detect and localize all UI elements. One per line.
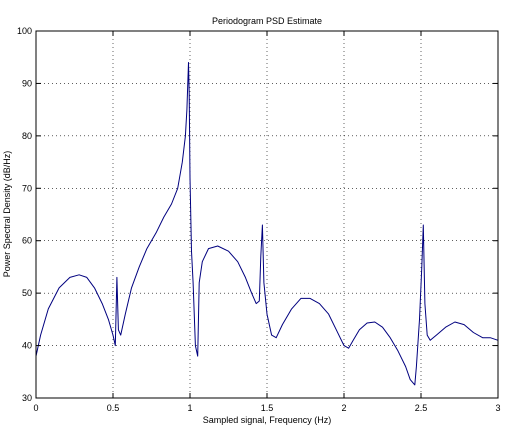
x-tick-label: 1.5	[261, 403, 274, 413]
y-tick-label: 70	[22, 183, 32, 193]
data-layer	[35, 62, 499, 386]
y-tick-label: 50	[22, 288, 32, 298]
x-tick-label: 1	[187, 403, 192, 413]
ticks: 0 0.5 1 1.5 2 2.5 3 30 40 50 60 70 80 90 100	[17, 26, 501, 413]
chart-title: Periodogram PSD Estimate	[212, 16, 322, 26]
y-tick-label: 100	[17, 26, 32, 36]
y-tick-label: 60	[22, 236, 32, 246]
x-tick-label: 2	[341, 403, 346, 413]
y-tick-label: 80	[22, 131, 32, 141]
x-tick-label: 2.5	[415, 403, 428, 413]
y-axis-title: Power Spectral Density (dB/Hz)	[2, 151, 12, 278]
x-tick-label: 0.5	[107, 403, 120, 413]
x-axis-title: Sampled signal, Frequency (Hz)	[203, 415, 332, 425]
psd-series-line	[35, 62, 499, 386]
x-tick-label: 0	[33, 403, 38, 413]
y-tick-label: 40	[22, 341, 32, 351]
y-tick-label: 90	[22, 78, 32, 88]
x-tick-label: 3	[495, 403, 500, 413]
plot-area	[36, 31, 498, 398]
y-tick-label: 30	[22, 393, 32, 403]
